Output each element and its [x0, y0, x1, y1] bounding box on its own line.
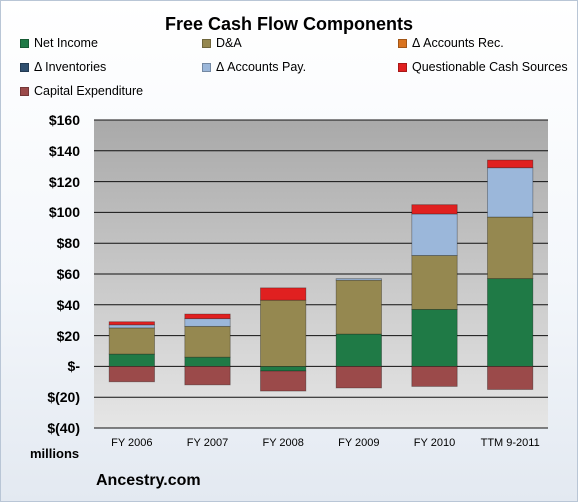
legend-item-questionable-cash-sources: Questionable Cash Sources — [398, 60, 568, 74]
legend-swatch — [20, 62, 29, 72]
bar-capital-expenditure-ttm-9-2011 — [487, 365, 534, 390]
legend-label: Δ Inventories — [34, 60, 107, 74]
legend-label: Δ Accounts Pay. — [216, 60, 307, 74]
bar-capital-expenditure-fy-2009 — [335, 365, 382, 389]
bar-danda-fy-2009 — [335, 279, 382, 335]
bar-questionable-cash-sources-fy-2007 — [184, 313, 231, 320]
y-tick-label: $40 — [56, 296, 80, 313]
y-tick-label: $- — [67, 358, 80, 375]
bar-delta-accounts-pay-fy-2009 — [335, 278, 382, 281]
unit-label: millions — [30, 446, 80, 461]
y-tick-label: $(20) — [47, 389, 80, 406]
x-tick-label: FY 2006 — [111, 437, 152, 449]
legend-label: D&A — [216, 36, 242, 50]
y-tick-label: $140 — [48, 142, 80, 159]
bar-questionable-cash-sources-fy-2008 — [260, 287, 307, 301]
bar-danda-fy-2008 — [260, 299, 307, 367]
bar-net-income-fy-2006 — [108, 353, 155, 367]
x-tick-label: FY 2007 — [187, 437, 228, 449]
x-tick-label: TTM 9-2011 — [481, 437, 540, 449]
bar-net-income-fy-2008 — [260, 365, 307, 372]
bar-questionable-cash-sources-fy-2010 — [411, 204, 458, 215]
y-tick-label: $(40) — [47, 420, 80, 436]
legend-swatch — [202, 62, 211, 72]
legend-item-danda: D&A — [202, 36, 242, 50]
bar-capital-expenditure-fy-2007 — [184, 365, 231, 386]
x-tick-label: FY 2009 — [338, 437, 379, 449]
bar-danda-fy-2010 — [411, 255, 458, 310]
legend-swatch — [20, 86, 29, 96]
y-axis: $160 $140 $120 $100 $80 $60 $40 $20 $- $(20) $(40) — [0, 0, 90, 460]
y-tick-label: $100 — [48, 204, 80, 221]
legend-swatch — [20, 38, 29, 48]
bar-net-income-fy-2007 — [184, 356, 231, 367]
legend-label: Questionable Cash Sources — [412, 60, 568, 74]
bar-net-income-ttm-9-2011 — [487, 278, 534, 367]
bar-delta-accounts-pay-fy-2010 — [411, 213, 458, 256]
legend-item-capital-expenditure: Capital Expenditure — [20, 84, 143, 98]
bar-net-income-fy-2009 — [335, 333, 382, 367]
bar-delta-accounts-pay-fy-2007 — [184, 318, 231, 327]
bar-capital-expenditure-fy-2008 — [260, 370, 307, 392]
y-tick-label: $60 — [56, 266, 80, 282]
legend-swatch — [202, 38, 211, 48]
legend-item-delta-accounts-rec: Δ Accounts Rec. — [398, 36, 504, 50]
legend-label: Net Income — [34, 36, 98, 50]
legend-item-delta-inventories: Δ Inventories — [20, 60, 106, 74]
bar-net-income-fy-2010 — [411, 309, 458, 367]
bar-danda-ttm-9-2011 — [487, 216, 534, 280]
bar-capital-expenditure-fy-2006 — [108, 365, 155, 383]
chart-title: Free Cash Flow Components — [164, 14, 414, 34]
y-tick-label: $120 — [48, 173, 80, 190]
legend-label: Δ Accounts Rec. — [412, 36, 504, 50]
bar-questionable-cash-sources-ttm-9-2011 — [487, 159, 534, 169]
source-label: Ancestry.com — [96, 472, 201, 489]
bar-danda-fy-2006 — [108, 327, 155, 355]
x-tick-label: FY 2008 — [262, 437, 303, 449]
bar-questionable-cash-sources-fy-2006 — [108, 321, 155, 326]
y-tick-label: $80 — [56, 235, 80, 252]
bar-delta-accounts-pay-fy-2006 — [108, 324, 155, 329]
legend-label: Capital Expenditure — [34, 84, 144, 98]
bar-delta-accounts-pay-ttm-9-2011 — [487, 167, 534, 218]
legend-swatch — [398, 62, 407, 72]
chart-legend: Net Income D&A Δ Accounts Rec. Δ Inventorie… — [20, 36, 572, 108]
bar-capital-expenditure-fy-2010 — [411, 365, 458, 387]
legend-item-net-income: Net Income — [20, 36, 98, 50]
x-tick-label: FY 2010 — [414, 437, 455, 449]
legend-item-delta-accounts-pay: Δ Accounts Pay. — [202, 60, 306, 74]
y-tick-label: $160 — [48, 112, 80, 128]
bar-danda-fy-2007 — [184, 325, 231, 358]
legend-swatch — [398, 38, 407, 48]
y-tick-label: $20 — [56, 327, 80, 344]
